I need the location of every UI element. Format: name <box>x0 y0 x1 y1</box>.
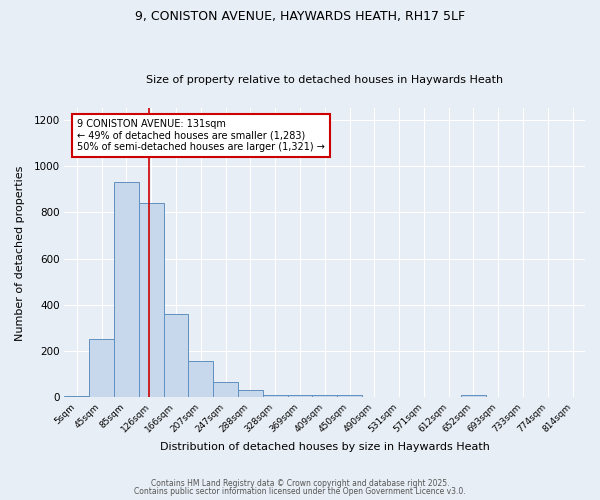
Y-axis label: Number of detached properties: Number of detached properties <box>15 165 25 340</box>
Text: 9 CONISTON AVENUE: 131sqm
← 49% of detached houses are smaller (1,283)
50% of se: 9 CONISTON AVENUE: 131sqm ← 49% of detac… <box>77 119 325 152</box>
Bar <box>164 314 188 397</box>
Bar <box>114 182 139 397</box>
Bar <box>213 382 238 397</box>
Text: 9, CONISTON AVENUE, HAYWARDS HEATH, RH17 5LF: 9, CONISTON AVENUE, HAYWARDS HEATH, RH17… <box>135 10 465 23</box>
Bar <box>337 395 362 397</box>
Bar <box>89 340 114 397</box>
Bar <box>64 396 89 397</box>
Bar <box>188 362 213 397</box>
Bar <box>139 203 164 397</box>
Bar <box>263 395 287 397</box>
Text: Contains HM Land Registry data © Crown copyright and database right 2025.: Contains HM Land Registry data © Crown c… <box>151 478 449 488</box>
Bar <box>313 395 337 397</box>
Bar <box>287 395 313 397</box>
Bar <box>238 390 263 397</box>
X-axis label: Distribution of detached houses by size in Haywards Heath: Distribution of detached houses by size … <box>160 442 490 452</box>
Text: Contains public sector information licensed under the Open Government Licence v3: Contains public sector information licen… <box>134 487 466 496</box>
Title: Size of property relative to detached houses in Haywards Heath: Size of property relative to detached ho… <box>146 76 503 86</box>
Bar <box>461 395 486 397</box>
